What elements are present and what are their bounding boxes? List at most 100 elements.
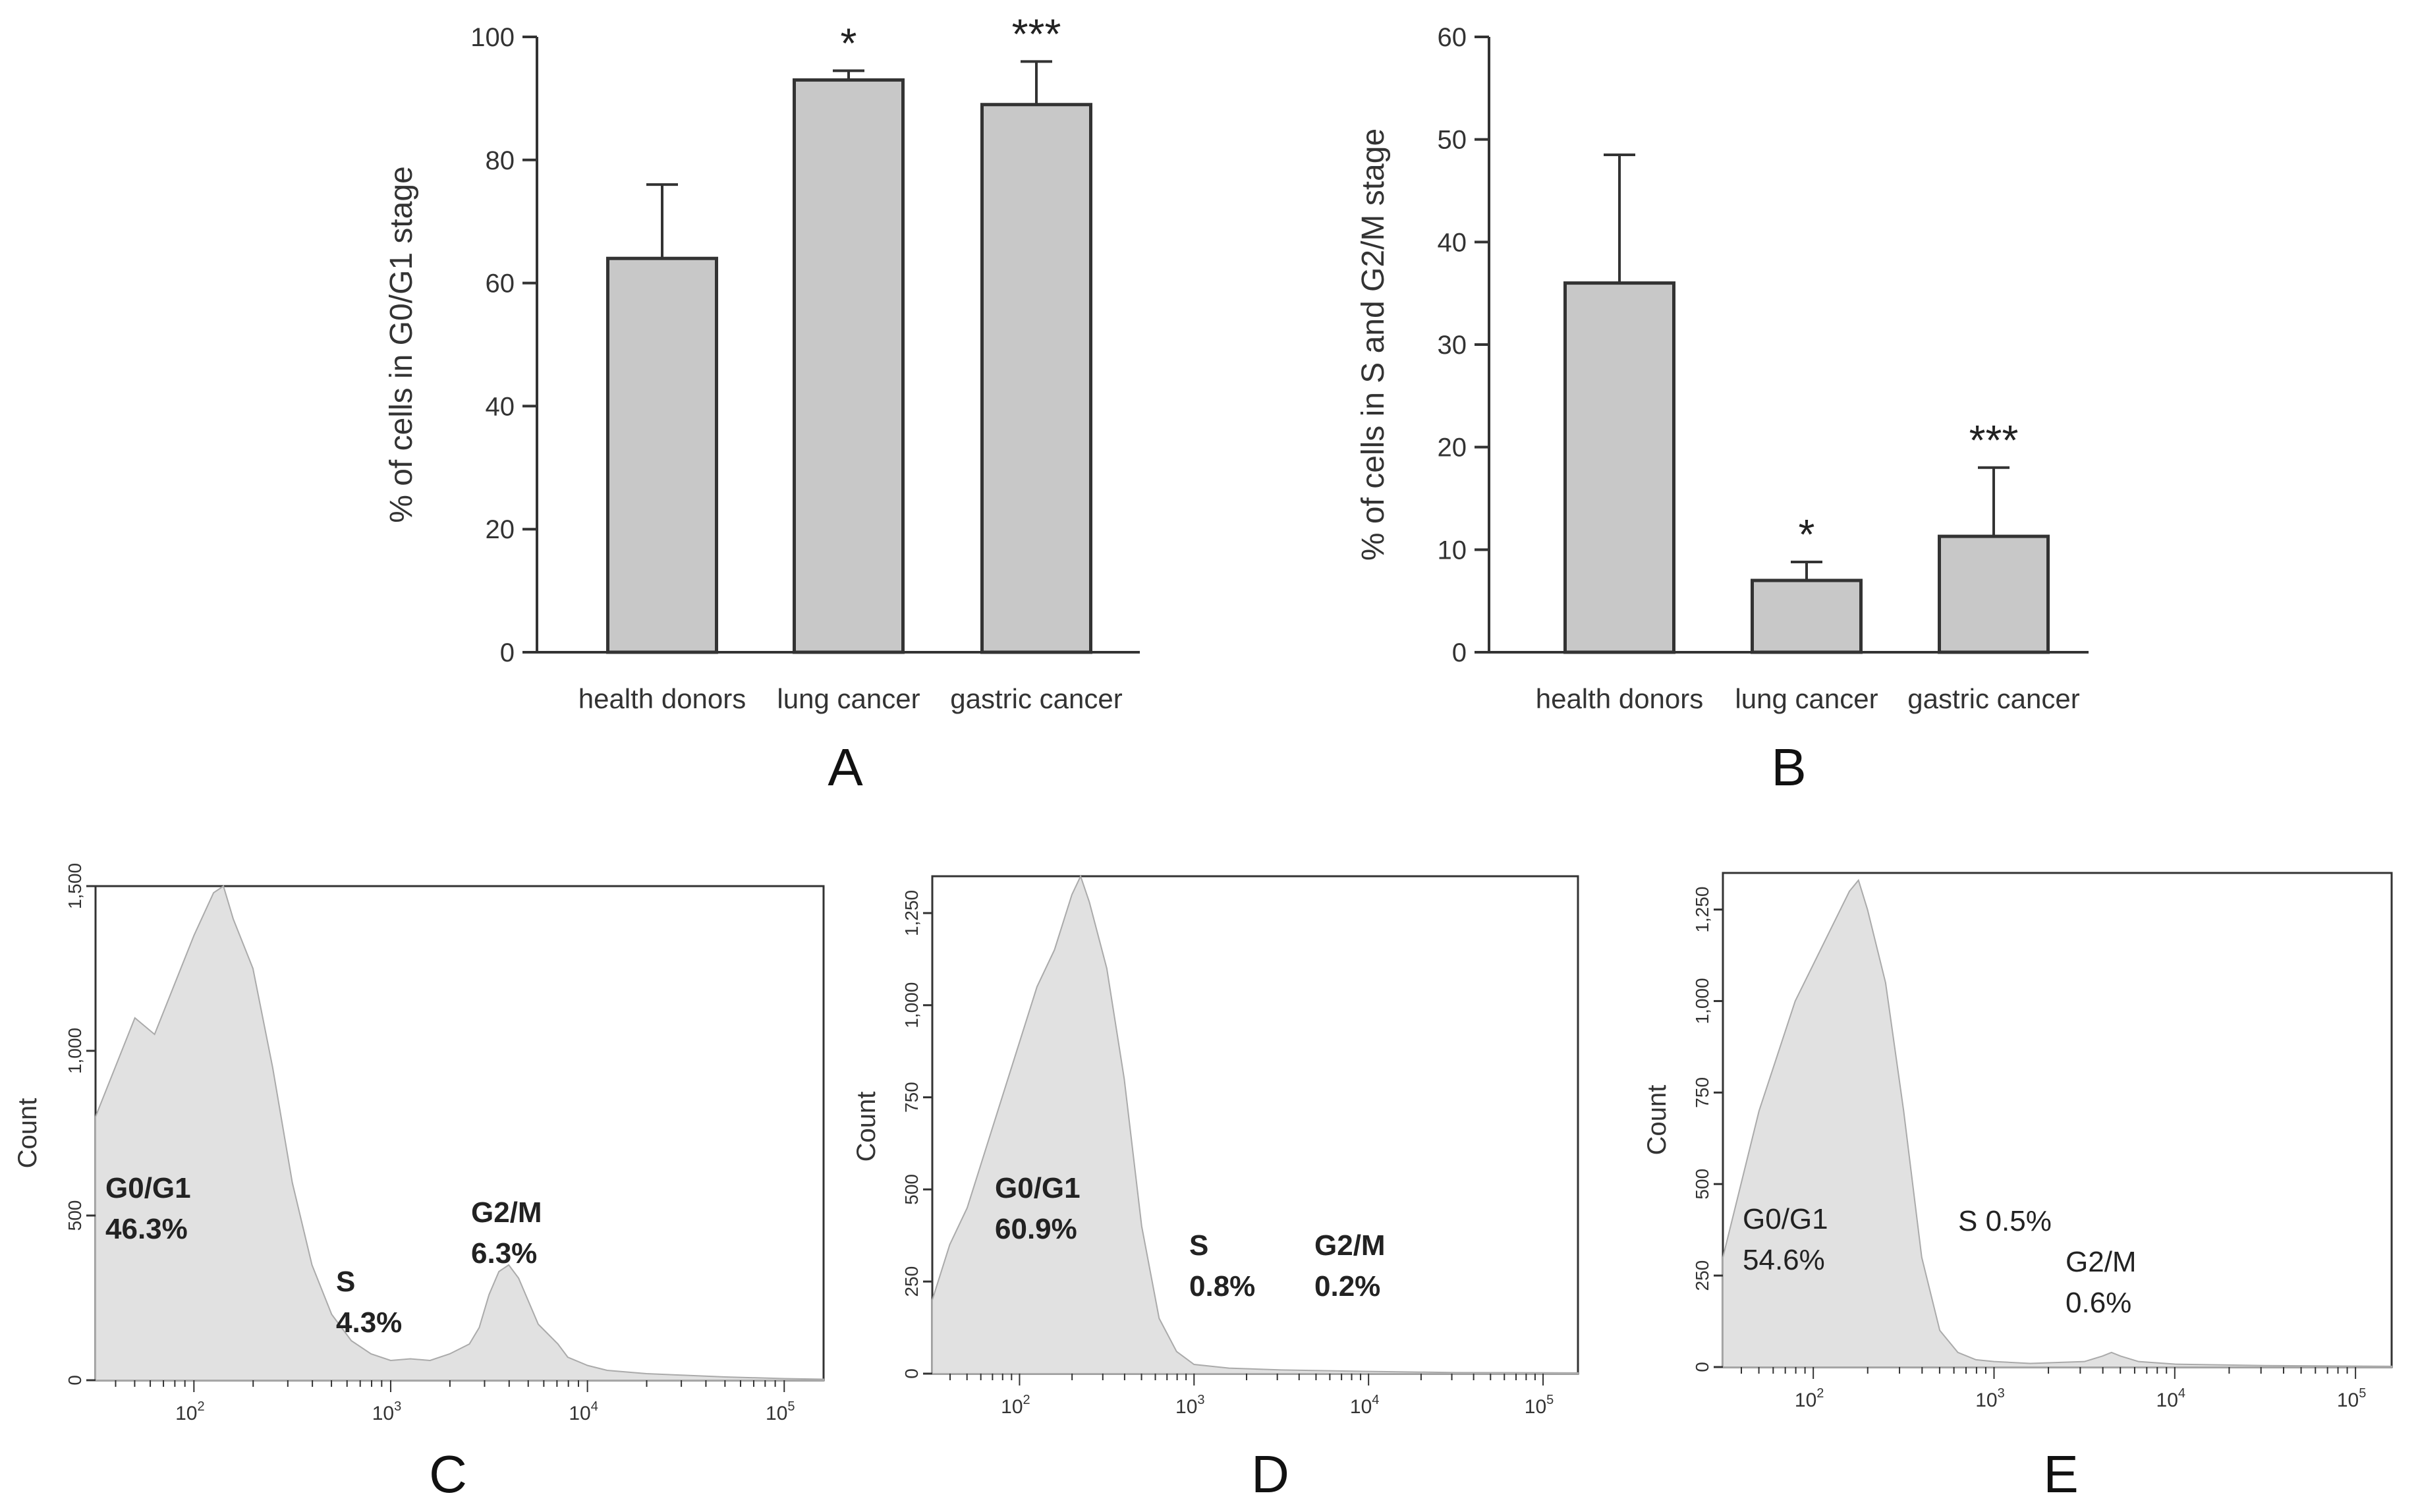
bar-chart-b: 0 10 20 30 40 50 60 % of cells in S and G2/M st… xyxy=(1356,23,2089,797)
x-tick-exponent: 4 xyxy=(591,1399,598,1414)
category-label: health donors xyxy=(578,683,746,714)
x-tick-exponent: 3 xyxy=(1998,1386,2005,1401)
y-tick-label: 750 xyxy=(901,1082,922,1113)
x-tick-label: 105 xyxy=(1525,1393,1554,1418)
phase-annotation: G2/M xyxy=(1314,1229,1386,1262)
x-tick-base: 10 xyxy=(2156,1389,2178,1411)
x-tick-label: 104 xyxy=(1350,1393,1380,1418)
y-axis-label: % of cells in S and G2/M stage xyxy=(1356,128,1391,561)
phase-annotation: 46.3% xyxy=(105,1213,188,1245)
x-tick-exponent: 4 xyxy=(2178,1386,2185,1401)
panel-label: E xyxy=(2043,1445,2078,1503)
x-tick-base: 10 xyxy=(372,1403,394,1424)
phase-annotation: 54.6% xyxy=(1743,1244,1825,1276)
y-tick-label: 250 xyxy=(901,1266,922,1297)
significance-marker: * xyxy=(841,19,857,67)
bar xyxy=(1938,534,2050,654)
x-tick-base: 10 xyxy=(2337,1389,2359,1411)
y-tick-label: 80 xyxy=(486,146,515,175)
y-tick-label: 1,500 xyxy=(65,863,85,909)
significance-marker: * xyxy=(1799,511,1815,558)
y-tick-label: 500 xyxy=(901,1174,922,1205)
y-tick-label: 40 xyxy=(1438,228,1467,257)
y-axis-label: Count xyxy=(1643,1085,1672,1156)
bar xyxy=(606,256,718,654)
phase-annotation: G0/G1 xyxy=(995,1172,1081,1204)
y-tick-label: 750 xyxy=(1692,1077,1712,1108)
panel-label: D xyxy=(1251,1445,1289,1503)
x-tick-label: 102 xyxy=(1795,1386,1824,1411)
x-tick-base: 10 xyxy=(1975,1389,1997,1411)
x-tick-base: 10 xyxy=(1350,1396,1372,1418)
x-tick-exponent: 5 xyxy=(2359,1386,2366,1401)
phase-annotation: S 0.5% xyxy=(1958,1205,2052,1237)
x-tick-base: 10 xyxy=(1001,1396,1023,1418)
phase-annotation: G2/M xyxy=(471,1196,542,1229)
x-tick-base: 10 xyxy=(766,1403,787,1424)
bar-chart-a: 0 20 40 60 80 100 % of cells in G0/G1 stage hea… xyxy=(384,10,1140,797)
x-tick-exponent: 2 xyxy=(1816,1386,1824,1401)
x-tick-label: 103 xyxy=(372,1399,402,1424)
phase-annotation: 0.6% xyxy=(2066,1287,2131,1319)
bar xyxy=(1563,281,1675,654)
x-tick-label: 102 xyxy=(175,1399,205,1424)
x-tick-base: 10 xyxy=(569,1403,590,1424)
phase-annotation: G0/G1 xyxy=(105,1172,191,1204)
phase-annotation: 0.2% xyxy=(1314,1270,1380,1302)
phase-annotation: 4.3% xyxy=(336,1306,402,1339)
x-tick-exponent: 5 xyxy=(787,1399,795,1414)
x-tick-exponent: 3 xyxy=(1197,1393,1204,1407)
phase-annotation: G2/M xyxy=(2066,1246,2137,1278)
phase-annotation: 60.9% xyxy=(995,1213,1077,1245)
y-tick-label: 20 xyxy=(486,515,515,544)
y-tick-label: 20 xyxy=(1438,434,1467,462)
y-tick-label: 1,250 xyxy=(901,890,922,936)
x-tick-label: 103 xyxy=(1175,1393,1205,1418)
x-tick-label: 105 xyxy=(2337,1386,2367,1411)
x-tick-label: 102 xyxy=(1001,1393,1030,1418)
y-tick-label: 0 xyxy=(500,638,515,667)
y-tick-label: 0 xyxy=(1452,638,1467,667)
y-axis-label: % of cells in G0/G1 stage xyxy=(384,166,419,523)
histogram-area xyxy=(932,874,1579,1374)
x-tick-label: 104 xyxy=(569,1399,598,1424)
x-tick-base: 10 xyxy=(1525,1396,1546,1418)
category-label: gastric cancer xyxy=(1907,683,2079,714)
y-tick-label: 100 xyxy=(470,23,515,52)
panel-label: A xyxy=(828,738,863,797)
category-label: lung cancer xyxy=(777,683,920,714)
y-tick-label: 0 xyxy=(65,1375,85,1386)
y-tick-label: 1,000 xyxy=(901,982,922,1028)
y-axis-label: Count xyxy=(13,1098,42,1169)
category-label: health donors xyxy=(1536,683,1704,714)
y-axis-label: Count xyxy=(852,1092,881,1162)
x-tick-label: 104 xyxy=(2156,1386,2186,1411)
y-tick-label: 30 xyxy=(1438,331,1467,360)
y-tick-label: 0 xyxy=(1692,1362,1712,1372)
x-tick-base: 10 xyxy=(1175,1396,1197,1418)
y-tick-label: 0 xyxy=(901,1368,922,1379)
y-tick-label: 50 xyxy=(1438,126,1467,155)
bar xyxy=(793,78,905,654)
x-tick-base: 10 xyxy=(175,1403,197,1424)
phase-annotation: G0/G1 xyxy=(1743,1203,1828,1235)
y-tick-label: 500 xyxy=(1692,1169,1712,1200)
y-tick-label: 10 xyxy=(1438,536,1467,565)
y-tick-label: 40 xyxy=(486,392,515,421)
panel-label: C xyxy=(429,1445,467,1503)
histogram-area xyxy=(1722,879,2392,1368)
x-tick-label: 105 xyxy=(766,1399,795,1424)
phase-annotation: 0.8% xyxy=(1189,1270,1255,1302)
x-tick-exponent: 2 xyxy=(1023,1393,1030,1407)
phase-annotation: S xyxy=(336,1266,355,1298)
phase-annotation: S xyxy=(1189,1229,1208,1262)
y-tick-label: 60 xyxy=(1438,23,1467,52)
bar xyxy=(1751,578,1863,654)
x-tick-base: 10 xyxy=(1795,1389,1816,1411)
category-label: gastric cancer xyxy=(950,683,1122,714)
x-tick-exponent: 2 xyxy=(197,1399,204,1414)
